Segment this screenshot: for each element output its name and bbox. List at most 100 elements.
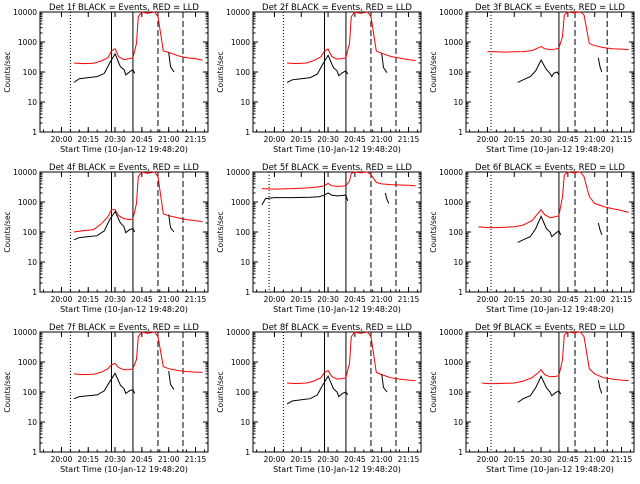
y-tick-label: 10: [240, 258, 250, 267]
x-tick-label: 21:00: [371, 135, 393, 144]
panel-det-2: Det 2f BLACK = Events, RED = LLD 1 10 100 10…: [216, 3, 422, 154]
x-tick-label: 21:15: [611, 455, 633, 464]
x-axis-label: Start Time (10-Jan-12 19:48:20): [486, 145, 614, 154]
y-tick-label: 1000: [444, 38, 463, 47]
y-tick-label: 1000: [231, 358, 250, 367]
y-tick-label: 1000: [444, 358, 463, 367]
panel-det-3: Det 3f BLACK = Events, RED = LLD 1 10 100 10…: [429, 3, 635, 154]
x-tick-label: 20:15: [290, 455, 312, 464]
y-tick-label: 10: [27, 98, 37, 107]
series-line: [286, 375, 349, 405]
panel-title: Det 8f BLACK = Events, RED = LLD: [262, 323, 412, 333]
panel-title: Det 4f BLACK = Events, RED = LLD: [49, 163, 199, 173]
panel-det-1: Det 1f BLACK = Events, RED = LLD 1 10 100 10…: [3, 3, 209, 154]
panel-det-4: Det 4f BLACK = Events, RED = LLD 1 10 100 10…: [3, 163, 209, 314]
x-tick-label: 21:15: [398, 455, 420, 464]
y-tick-label: 10000: [439, 328, 463, 337]
x-tick-label: 21:15: [185, 455, 207, 464]
y-tick-label: 1: [32, 448, 37, 457]
y-tick-label: 1: [245, 128, 250, 137]
x-tick-label: 21:00: [584, 455, 606, 464]
series-line: [73, 210, 136, 241]
x-tick-label: 20:30: [530, 135, 552, 144]
x-tick-label: 20:00: [51, 455, 73, 464]
x-tick-label: 20:15: [77, 295, 99, 304]
x-axis-label: Start Time (10-Jan-12 19:48:20): [60, 465, 188, 474]
y-tick-label: 1000: [231, 38, 250, 47]
series-line: [381, 373, 388, 393]
y-tick-label: 1000: [18, 38, 37, 47]
panel-det-5: Det 5f BLACK = Events, RED = LLD 1 10 100 10…: [216, 163, 422, 314]
y-tick-label: 10: [453, 98, 463, 107]
series-line: [261, 171, 416, 190]
x-tick-label: 21:00: [158, 295, 180, 304]
y-tick-label: 10: [27, 258, 37, 267]
series-line: [168, 214, 175, 233]
panel-title: Det 6f BLACK = Events, RED = LLD: [475, 163, 625, 173]
y-tick-label: 10000: [13, 328, 37, 337]
x-tick-label: 21:00: [371, 455, 393, 464]
x-tick-label: 20:00: [477, 455, 499, 464]
series-line: [286, 54, 349, 83]
x-tick-label: 21:00: [158, 455, 180, 464]
x-tick-label: 20:45: [344, 455, 366, 464]
x-tick-label: 20:30: [104, 455, 126, 464]
x-tick-label: 20:00: [477, 135, 499, 144]
panel-title: Det 7f BLACK = Events, RED = LLD: [49, 323, 199, 333]
x-tick-label: 20:15: [503, 135, 525, 144]
y-axis-label: Counts/sec: [216, 211, 225, 252]
series-line: [478, 171, 629, 229]
y-tick-label: 1000: [231, 198, 250, 207]
y-tick-label: 10: [240, 418, 250, 427]
series-line: [597, 380, 603, 394]
x-tick-label: 20:45: [131, 455, 153, 464]
x-axis-label: Start Time (10-Jan-12 19:48:20): [60, 305, 188, 314]
x-tick-label: 20:00: [51, 295, 73, 304]
x-tick-label: 20:45: [557, 455, 579, 464]
x-tick-label: 21:15: [398, 135, 420, 144]
y-tick-label: 10: [453, 418, 463, 427]
panel-det-6: Det 6f BLACK = Events, RED = LLD 1 10 100 10…: [429, 163, 635, 314]
x-axis-label: Start Time (10-Jan-12 19:48:20): [60, 145, 188, 154]
series-line: [517, 59, 560, 83]
panel-title: Det 9f BLACK = Events, RED = LLD: [475, 323, 625, 333]
series-line: [381, 53, 388, 73]
x-tick-label: 20:15: [77, 455, 99, 464]
panel-title: Det 2f BLACK = Events, RED = LLD: [262, 3, 412, 13]
series-line: [168, 370, 175, 390]
panel-title: Det 3f BLACK = Events, RED = LLD: [475, 3, 625, 13]
x-tick-label: 20:45: [344, 135, 366, 144]
x-tick-label: 20:45: [557, 135, 579, 144]
series-line: [482, 331, 629, 385]
series-line: [384, 192, 390, 204]
x-tick-label: 20:45: [344, 295, 366, 304]
x-tick-label: 20:15: [503, 295, 525, 304]
x-tick-label: 20:30: [317, 135, 339, 144]
x-tick-label: 20:15: [290, 135, 312, 144]
y-tick-label: 10000: [226, 8, 250, 17]
x-tick-label: 20:00: [264, 135, 286, 144]
y-tick-label: 1: [32, 288, 37, 297]
x-tick-label: 20:45: [557, 295, 579, 304]
x-axis-label: Start Time (10-Jan-12 19:48:20): [486, 465, 614, 474]
x-tick-label: 20:00: [477, 295, 499, 304]
series-line: [487, 11, 629, 53]
panel-det-9: Det 9f BLACK = Events, RED = LLD 1 10 100 10…: [429, 323, 635, 474]
y-tick-label: 100: [23, 228, 38, 237]
x-tick-label: 20:30: [317, 295, 339, 304]
x-tick-label: 20:00: [264, 295, 286, 304]
x-tick-label: 20:30: [530, 455, 552, 464]
x-axis-label: Start Time (10-Jan-12 19:48:20): [486, 305, 614, 314]
x-tick-label: 20:15: [290, 295, 312, 304]
x-tick-label: 21:00: [371, 295, 393, 304]
y-tick-label: 1: [458, 448, 463, 457]
x-tick-label: 20:15: [77, 135, 99, 144]
panel-det-7: Det 7f BLACK = Events, RED = LLD 1 10 100 10…: [3, 323, 209, 474]
y-tick-label: 10000: [13, 8, 37, 17]
y-tick-label: 100: [23, 388, 38, 397]
y-axis-label: Counts/sec: [3, 211, 12, 252]
y-axis-label: Counts/sec: [429, 371, 438, 412]
y-tick-label: 10: [27, 418, 37, 427]
series-line: [73, 331, 203, 376]
